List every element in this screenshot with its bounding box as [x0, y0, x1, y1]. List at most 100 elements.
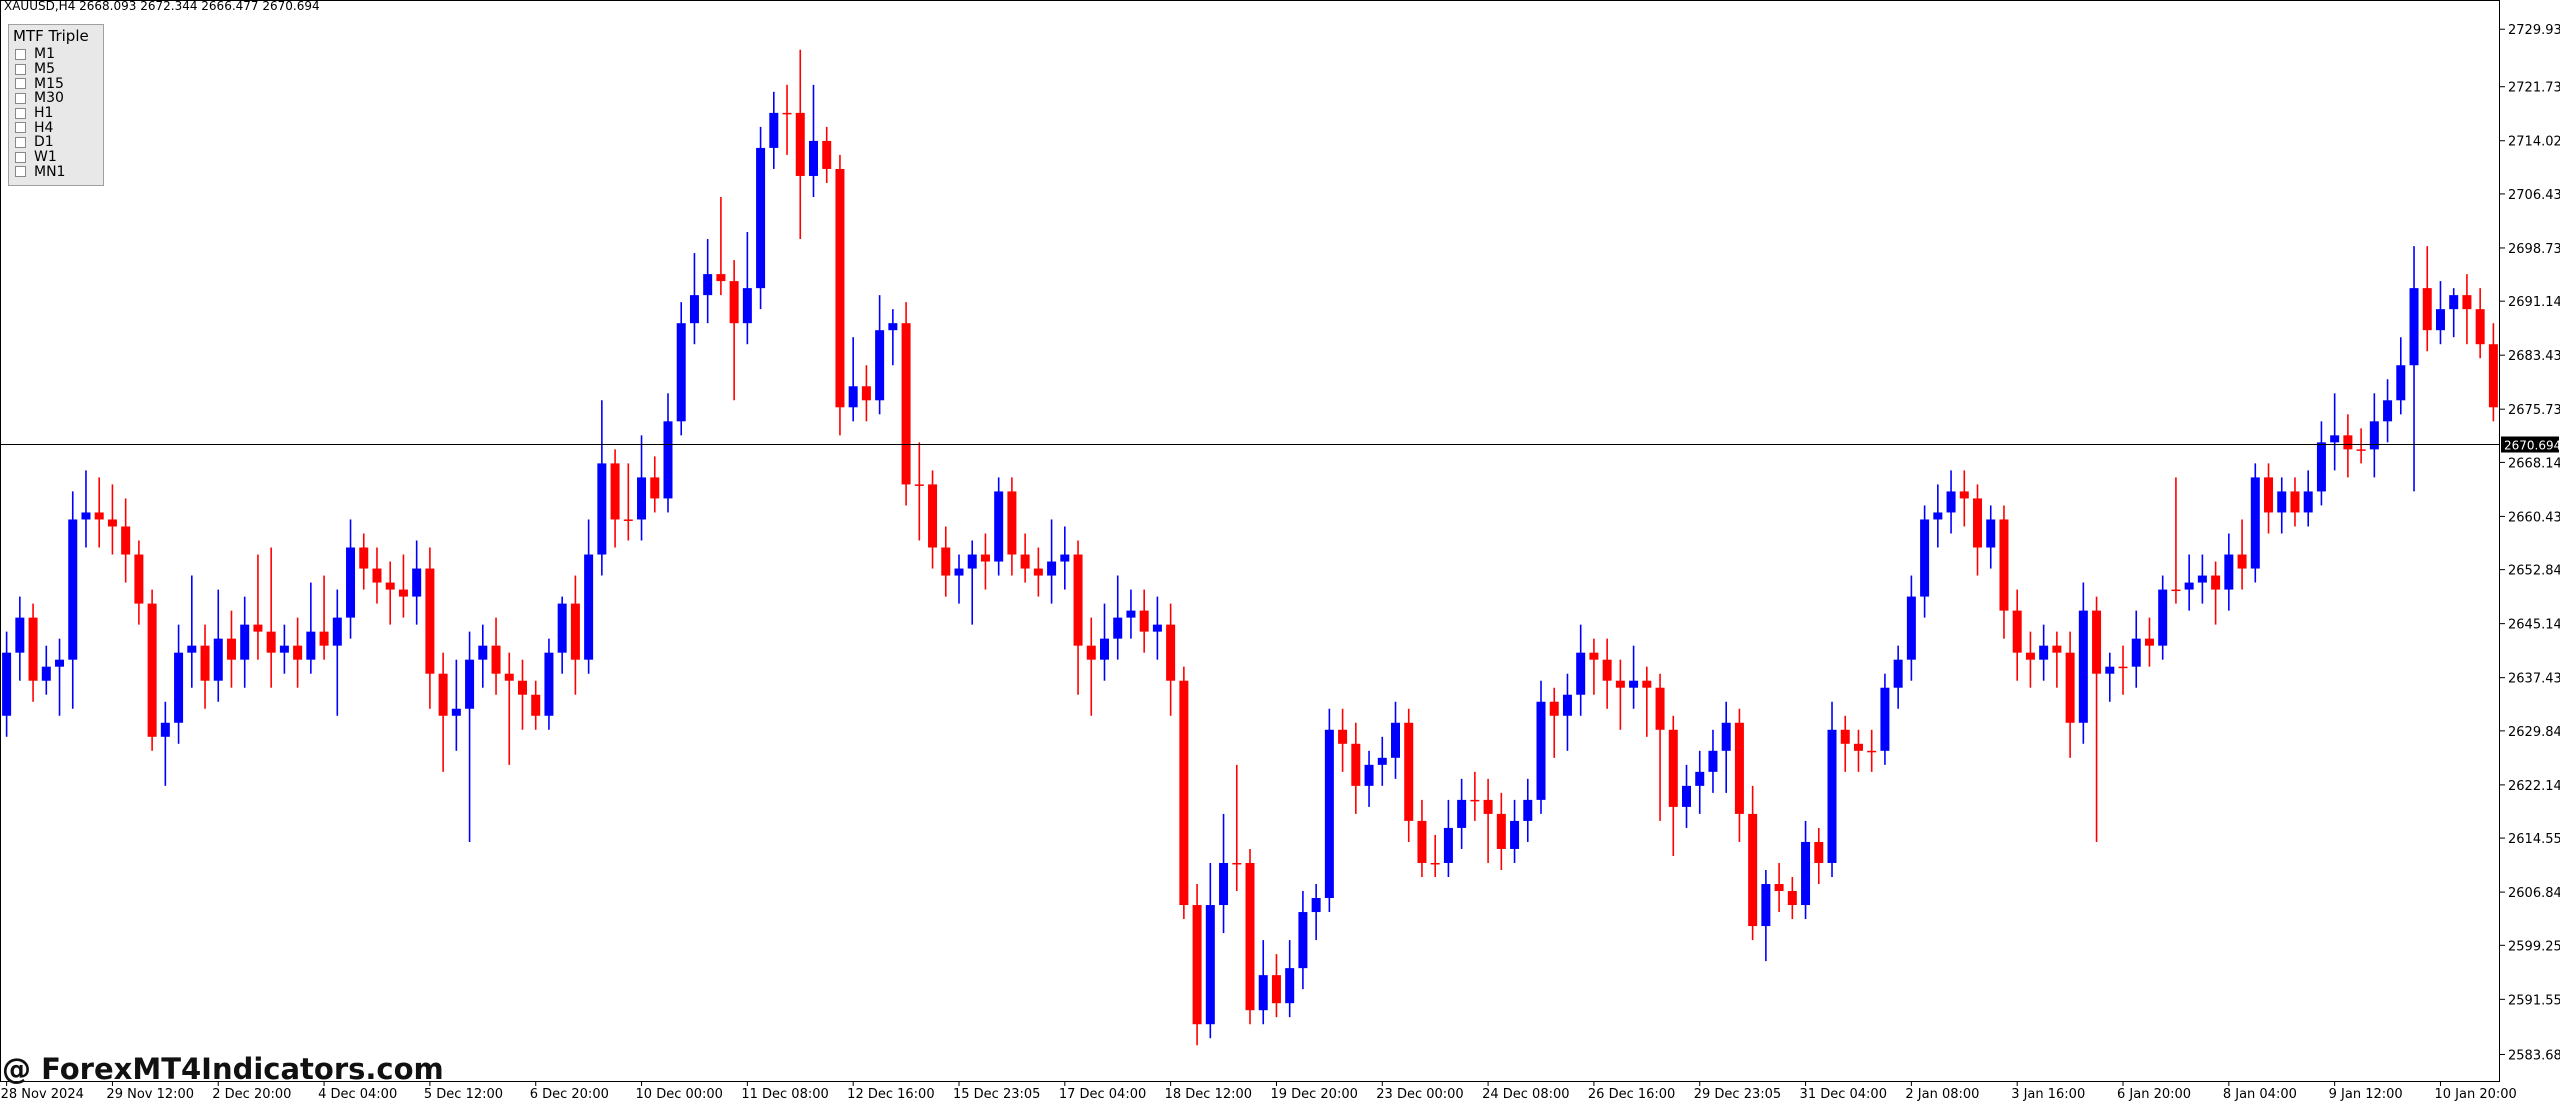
candle-body: [1047, 561, 1057, 576]
timeframe-item[interactable]: MN1: [9, 164, 103, 180]
y-tick-label: 2675.730: [2508, 403, 2560, 418]
y-tick-label: 2714.025: [2508, 135, 2560, 150]
timeframe-item[interactable]: M30: [9, 90, 103, 106]
candle-body: [1880, 687, 1890, 751]
candle-body: [610, 463, 620, 520]
candle-body: [901, 323, 911, 485]
candle-body: [253, 624, 263, 632]
y-tick-label: 2645.140: [2508, 618, 2560, 633]
checkbox[interactable]: [15, 122, 26, 134]
x-tick-label: 15 Dec 23:05: [953, 1087, 1040, 1102]
candle-body: [68, 519, 78, 660]
candle-body: [306, 631, 316, 660]
y-tick-label: 2691.140: [2508, 295, 2560, 310]
candle-body: [848, 386, 858, 408]
candle-body: [372, 568, 382, 583]
y-tick-label: 2614.550: [2508, 832, 2560, 847]
candle-body: [650, 477, 660, 499]
x-tick-label: 10 Jan 20:00: [2434, 1087, 2516, 1102]
timeframe-item[interactable]: W1: [9, 149, 103, 166]
candle-body: [200, 645, 210, 681]
candle-body: [1377, 757, 1387, 765]
candle-body: [55, 659, 65, 667]
candle-body: [2316, 442, 2326, 492]
y-tick-label: 2629.845: [2508, 725, 2560, 740]
candle-body: [1959, 491, 1969, 499]
candle-body: [928, 484, 938, 548]
x-tick-label: 28 Nov 2024: [1, 1087, 84, 1102]
candle-body: [332, 617, 342, 646]
candle-body: [1285, 968, 1295, 1004]
candle-body: [2012, 610, 2022, 653]
candle-body: [1443, 827, 1453, 863]
x-tick-label: 29 Dec 23:05: [1694, 1087, 1781, 1102]
candle-body: [1986, 519, 1996, 548]
timeframe-label: W1: [34, 149, 57, 166]
candle-body: [2383, 400, 2393, 422]
timeframe-label: D1: [34, 134, 54, 151]
candle-body: [2065, 652, 2075, 723]
candle-body: [2118, 666, 2128, 669]
candle-body: [279, 645, 289, 653]
checkbox[interactable]: [15, 92, 26, 104]
candle-body: [2303, 491, 2313, 513]
checkbox[interactable]: [15, 151, 26, 163]
candle-body: [346, 547, 356, 618]
candle-body: [504, 673, 514, 681]
candle-body: [769, 112, 779, 148]
candle-body: [1073, 554, 1083, 646]
x-tick-label: 10 Dec 00:00: [636, 1087, 723, 1102]
checkbox[interactable]: [15, 166, 26, 178]
candle-body: [81, 512, 91, 520]
candle-body: [15, 617, 25, 653]
candle-body: [875, 330, 885, 401]
candle-body: [729, 281, 739, 324]
timeframe-item[interactable]: M5: [9, 61, 103, 78]
candle-body: [2158, 589, 2168, 646]
candle-body: [2, 652, 12, 716]
timeframe-item[interactable]: M15: [9, 76, 103, 92]
candle-body: [2144, 638, 2154, 646]
candle-body: [2462, 295, 2472, 310]
timeframe-item[interactable]: M1: [9, 46, 103, 62]
checkbox[interactable]: [15, 107, 26, 119]
candle-body: [2396, 365, 2406, 401]
candle-body: [1695, 771, 1705, 786]
candle-body: [1086, 645, 1096, 660]
candle-body: [94, 512, 104, 520]
candle-body: [2184, 582, 2194, 590]
candle-body: [1205, 905, 1215, 1025]
candle-body: [2052, 645, 2062, 653]
candle-body: [2105, 666, 2115, 674]
y-tick-label: 2583.685: [2508, 1048, 2560, 1063]
x-tick-label: 4 Dec 04:00: [318, 1087, 397, 1102]
timeframe-item[interactable]: D1: [9, 134, 103, 151]
candle-body: [2343, 435, 2353, 450]
candle-body: [1814, 841, 1824, 863]
candle-body: [213, 638, 223, 681]
y-tick-label: 2652.845: [2508, 564, 2560, 579]
candle-body: [1404, 722, 1414, 821]
candle-body: [531, 694, 541, 716]
candle-body: [941, 547, 951, 576]
x-tick-label: 6 Jan 20:00: [2117, 1087, 2191, 1102]
x-tick-label: 18 Dec 12:00: [1165, 1087, 1252, 1102]
plot-frame: [0, 0, 2500, 1082]
timeframe-item[interactable]: H1: [9, 105, 103, 121]
candle-body: [1602, 659, 1612, 681]
checkbox[interactable]: [15, 136, 26, 148]
indicator-panel: MTF Triple M1 M5 M15 M30 H1 H4 D1 W1 MN1: [8, 24, 104, 186]
timeframe-label: H4: [34, 119, 54, 136]
timeframe-item[interactable]: H4: [9, 119, 103, 136]
candle-body: [822, 140, 832, 169]
checkbox[interactable]: [15, 78, 26, 90]
timeframe-label: M5: [34, 61, 55, 78]
candle-body: [914, 484, 924, 486]
checkbox[interactable]: [15, 63, 26, 75]
candle-body: [1629, 680, 1639, 688]
checkbox[interactable]: [15, 48, 26, 60]
candle-body: [570, 603, 580, 660]
candle-body: [1562, 694, 1572, 716]
candle-body: [1946, 491, 1956, 513]
candle-body: [1721, 722, 1731, 751]
